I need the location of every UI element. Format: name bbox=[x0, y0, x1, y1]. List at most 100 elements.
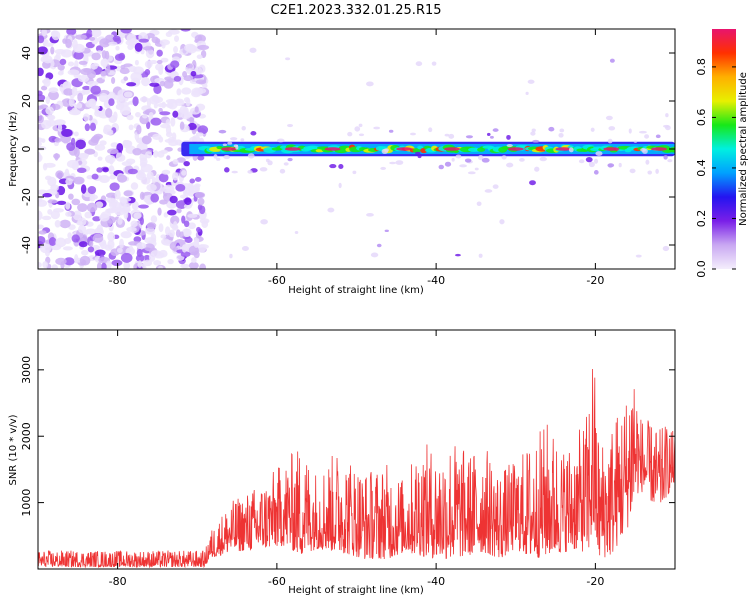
noise-blob bbox=[54, 219, 61, 228]
noise-blob bbox=[116, 174, 128, 183]
noise-blob bbox=[184, 236, 193, 243]
scatter-blob bbox=[384, 229, 389, 233]
noise-blob bbox=[105, 107, 113, 118]
noise-blob bbox=[83, 113, 90, 122]
figure-title: C2E1.2023.332.01.25.R15 bbox=[270, 3, 441, 18]
scatter-blob bbox=[249, 47, 257, 53]
noise-blob bbox=[131, 201, 139, 211]
noise-blob bbox=[126, 33, 137, 44]
noise-blob bbox=[57, 123, 63, 132]
scatter-blob bbox=[629, 168, 636, 174]
noise-blob bbox=[108, 165, 115, 175]
noise-blob bbox=[38, 114, 44, 124]
noise-blob bbox=[91, 52, 101, 61]
signal-band-blob bbox=[669, 146, 675, 153]
scatter-blob bbox=[478, 253, 483, 258]
noise-blob bbox=[175, 183, 186, 192]
noise-blob bbox=[107, 148, 119, 155]
signal-band-peak bbox=[396, 147, 413, 151]
scatter-blob bbox=[285, 57, 291, 61]
noise-blob bbox=[180, 112, 191, 120]
noise-blob bbox=[89, 196, 96, 202]
noise-blob bbox=[84, 211, 92, 219]
noise-blob bbox=[73, 147, 80, 158]
noise-blob bbox=[179, 231, 185, 239]
scatter-blob bbox=[277, 138, 285, 143]
scatter-blob bbox=[585, 156, 593, 163]
noise-blob bbox=[107, 239, 115, 250]
noise-blob bbox=[100, 241, 107, 250]
scatter-blob bbox=[506, 162, 514, 168]
noise-blob bbox=[181, 170, 187, 176]
noise-blob bbox=[119, 238, 125, 249]
noise-blob bbox=[150, 250, 162, 257]
noise-blob bbox=[38, 105, 44, 110]
noise-blob bbox=[158, 136, 164, 143]
scatter-blob bbox=[250, 131, 257, 136]
noise-blob bbox=[38, 224, 44, 230]
scatter-blob bbox=[376, 243, 382, 248]
noise-blob bbox=[86, 70, 97, 79]
noise-blob bbox=[92, 233, 104, 243]
noise-blob bbox=[139, 157, 148, 166]
scatter-blob bbox=[395, 160, 404, 165]
noise-blob bbox=[95, 45, 104, 52]
noise-blob bbox=[158, 66, 164, 76]
noise-blob bbox=[86, 29, 93, 39]
spectrogram-x-axis-title: Height of straight line (km) bbox=[288, 285, 424, 296]
scatter-blob bbox=[373, 126, 381, 130]
scatter-blob bbox=[451, 157, 455, 162]
noise-blob bbox=[76, 102, 83, 109]
noise-blob bbox=[160, 123, 171, 129]
scatter-blob bbox=[294, 231, 299, 234]
noise-blob bbox=[92, 216, 101, 222]
noise-blob bbox=[194, 191, 206, 199]
noise-blob bbox=[123, 76, 129, 81]
snr-y-ticks: 1000 2000 3000 bbox=[20, 356, 675, 517]
snr-y-tick-label: 2000 bbox=[20, 422, 33, 450]
noise-blob bbox=[87, 80, 99, 86]
scatter-blob bbox=[467, 171, 476, 175]
scatter-blob bbox=[380, 166, 387, 170]
noise-blob bbox=[45, 96, 51, 105]
noise-blob bbox=[130, 220, 138, 228]
noise-blob bbox=[63, 88, 74, 96]
noise-blob bbox=[139, 217, 144, 225]
noise-blob bbox=[169, 195, 178, 204]
noise-blob bbox=[96, 224, 103, 235]
noise-blob bbox=[142, 46, 155, 51]
noise-blob bbox=[77, 217, 87, 227]
noise-blob bbox=[174, 35, 180, 43]
noise-blob bbox=[123, 190, 133, 197]
signal-band-blob bbox=[216, 145, 223, 150]
scatter-blob bbox=[283, 162, 289, 166]
noise-blob bbox=[41, 215, 52, 221]
scatter-blob bbox=[428, 127, 433, 133]
noise-blob bbox=[68, 97, 75, 107]
scatter-blob bbox=[438, 164, 444, 170]
noise-blob bbox=[149, 82, 160, 87]
noise-blob bbox=[91, 173, 99, 180]
spectrogram-y-ticks: -40 -20 0 20 40 bbox=[20, 46, 675, 254]
noise-blob bbox=[113, 111, 118, 121]
noise-blob bbox=[156, 59, 163, 65]
noise-blob bbox=[176, 157, 186, 163]
noise-blob bbox=[51, 264, 59, 269]
noise-blob bbox=[73, 176, 85, 185]
noise-blob bbox=[45, 106, 55, 115]
scatter-blob bbox=[492, 128, 499, 132]
noise-blob bbox=[78, 74, 90, 83]
scatter-blob bbox=[459, 164, 467, 168]
noise-blob bbox=[183, 220, 190, 228]
noise-blob bbox=[159, 111, 171, 116]
noise-blob bbox=[136, 124, 142, 135]
noise-blob bbox=[67, 232, 72, 239]
noise-blob bbox=[196, 54, 203, 60]
noise-blob bbox=[78, 241, 88, 248]
noise-blob bbox=[99, 38, 111, 48]
noise-blob bbox=[184, 197, 192, 206]
noise-blob bbox=[59, 58, 67, 66]
noise-blob bbox=[84, 148, 96, 155]
noise-blob bbox=[55, 170, 64, 179]
